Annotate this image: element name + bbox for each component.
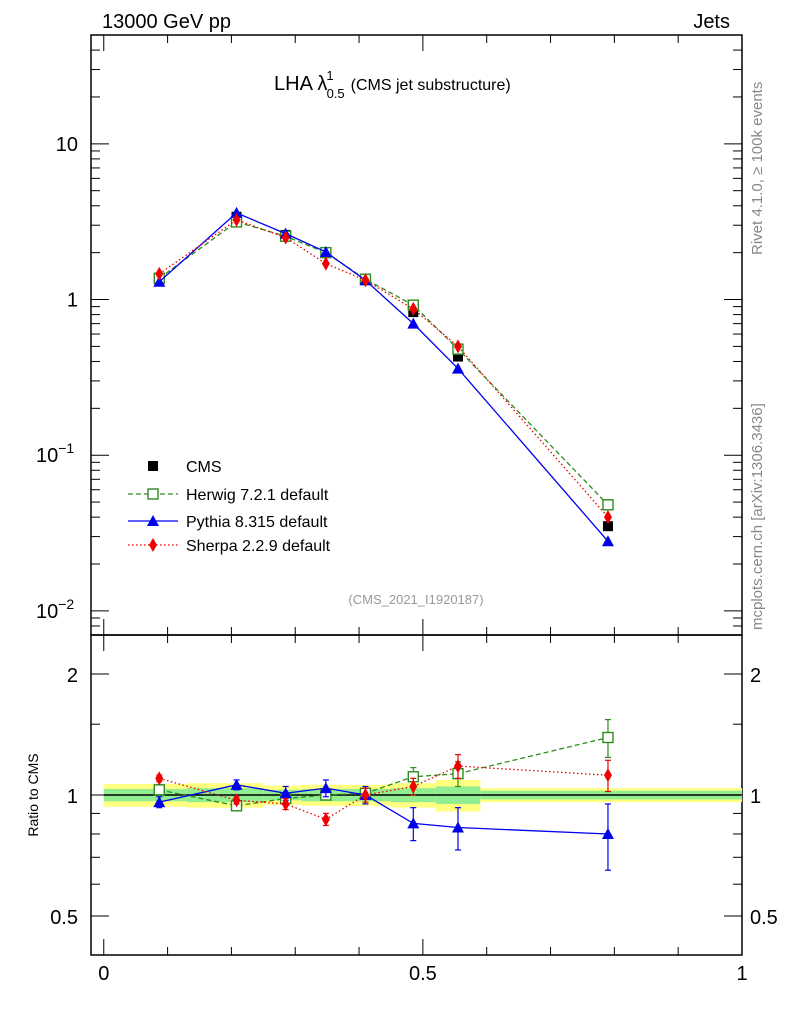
main-point-pythia [601,535,614,547]
main-panel-data [153,206,614,547]
ratio-point-pythia [153,796,166,808]
main-y-tick-label: 10−1 [36,440,74,467]
ratio-axis-label: Ratio to CMS [25,753,41,836]
legend-marker-herwig [147,488,159,500]
main-point-sherpa [281,230,290,245]
legend-label-cms: CMS [186,459,222,476]
x-tick-label: 1 [736,963,747,985]
ratio-uncertainty-band [103,779,742,812]
ratio-point-pythia [230,778,243,790]
legend-entry-herwig: Herwig 7.2.1 default [128,487,329,504]
ratio-series-line-sherpa [159,765,609,821]
main-point-sherpa [603,510,612,525]
chart-title: LHA λ1 0.5 (CMS jet substructure) [274,68,511,101]
main-point-sherpa [321,256,330,271]
main-point-cms [452,351,463,362]
ratio-y-tick-label: 0.5 [50,907,78,929]
legend-label-pythia: Pythia 8.315 default [186,514,328,531]
rivet-version-label: Rivet 4.1.0, ≥ 100k events [749,82,766,255]
main-point-pythia [153,275,166,287]
ratio-point-herwig [153,784,165,796]
ratio-panel-data [153,719,614,871]
ratio-point-sherpa [409,779,418,794]
x-tick-label: 0 [98,963,109,985]
ratio-point-pythia [407,817,420,829]
main-y-tick-label: 10−2 [36,596,74,623]
main-point-sherpa [155,266,164,281]
legend-entry-cms: CMS [148,459,222,476]
legend-label-herwig: Herwig 7.2.1 default [186,487,329,504]
ratio-series-line-herwig [159,736,609,807]
ratio-point-sherpa [321,812,330,827]
main-point-pythia [407,317,420,329]
main-point-pythia [230,206,243,218]
main-series-line-herwig [158,221,609,506]
legend-label-sherpa: Sherpa 2.2.9 default [186,538,331,555]
main-series-line-sherpa [158,219,609,518]
x-tick-label: 0.5 [409,963,437,985]
legend-marker-cms [148,461,158,471]
ratio-point-pythia [451,821,464,833]
ratio-point-sherpa [603,768,612,783]
ratio-point-herwig [602,731,614,744]
mcplots-reference-label: mcplots.cern.ch [arXiv:1306.3436] [749,403,766,630]
analysis-id-watermark: (CMS_2021_I1920187) [348,592,483,607]
main-point-pythia [451,362,464,374]
legend-entry-pythia: Pythia 8.315 default [128,514,328,531]
legend-marker-sherpa [149,538,157,552]
ratio-point-sherpa [281,796,290,811]
chart-title-superscript: 1 [326,68,333,83]
ratio-y-tick-label-right: 2 [750,665,761,687]
main-point-sherpa [232,212,241,227]
main-point-cms [602,521,613,532]
legend: CMS Herwig 7.2.1 default Pythia 8.315 de… [128,459,331,555]
ratio-point-sherpa [155,771,164,786]
chart-title-main: LHA λ [274,73,327,95]
header-process-label: 13000 GeV pp [102,11,231,33]
ratio-y-tick-label-right: 1 [750,786,761,808]
ratio-y-tick-label-right: 0.5 [750,907,778,929]
ratio-point-pythia [319,782,332,794]
ratio-point-sherpa [232,793,241,808]
chart-title-subscript: 0.5 [327,86,345,101]
ratio-series-line-pythia [159,784,608,835]
main-y-tick-label: 1 [67,290,78,312]
main-y-tick-label: 10 [56,134,78,156]
main-point-pythia [319,245,332,257]
ratio-point-pythia [279,787,292,799]
ratio-point-sherpa [453,759,462,774]
ratio-y-tick-label: 1 [67,786,78,808]
main-point-sherpa [409,301,418,316]
axes: 0 0.5 1 10−2 10−1 1 10 0.5 0.5 1 1 2 2 [36,34,778,985]
ratio-point-sherpa [361,788,370,802]
main-point-sherpa [453,339,462,354]
main-point-herwig [602,499,614,511]
legend-marker-pythia [147,515,159,526]
main-series-line-pythia [158,212,609,542]
chart-title-suffix: (CMS jet substructure) [351,77,511,94]
header-category-label: Jets [693,11,730,33]
ratio-y-tick-label: 2 [67,665,78,687]
legend-entry-sherpa: Sherpa 2.2.9 default [128,538,331,555]
main-point-sherpa [361,273,370,288]
ratio-point-pythia [601,827,614,839]
